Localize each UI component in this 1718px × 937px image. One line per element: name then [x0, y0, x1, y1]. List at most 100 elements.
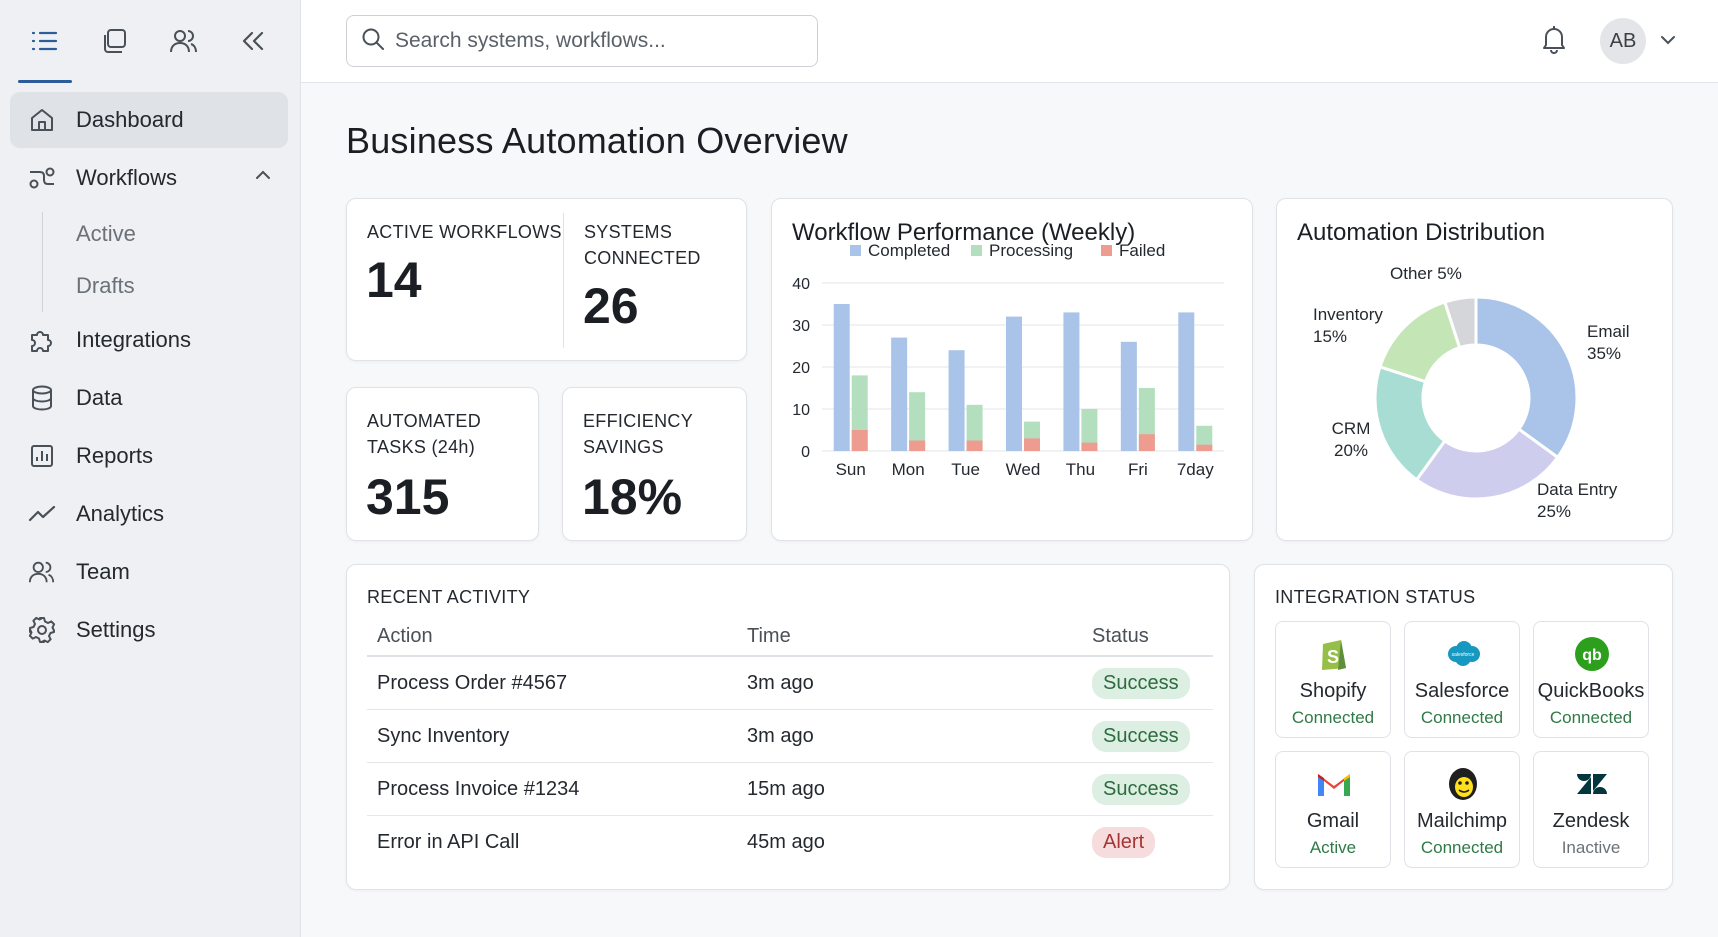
sidebar-subitem-active[interactable]: Active — [76, 221, 136, 246]
integration-tile-quickbooks[interactable]: qb QuickBooks Connected — [1533, 621, 1649, 738]
integration-status: Active — [1309, 838, 1357, 857]
sidebar-item-dashboard[interactable]: Dashboard — [10, 92, 288, 148]
kpi-value-systems-connected: 26 — [583, 278, 639, 334]
users-icon[interactable] — [167, 24, 201, 58]
integration-status: Connected — [1420, 708, 1504, 727]
kpi-label-line: SAVINGS — [583, 437, 664, 457]
activity-table: Action Time Status Process Order #4567 3… — [367, 617, 1213, 869]
kpi-label-line: AUTOMATED — [367, 411, 482, 431]
sidebar-item-workflows[interactable]: Workflows — [10, 150, 288, 206]
kpi-card-efficiency-savings: EFFICIENCY SAVINGS 18% — [562, 387, 747, 541]
kpi-label-line: EFFICIENCY — [583, 411, 694, 431]
legend-item: Failed — [1101, 241, 1165, 260]
legend-label: Processing — [989, 241, 1073, 260]
copy-icon[interactable] — [97, 24, 131, 58]
x-tick-label: 7day — [1177, 460, 1214, 479]
integration-name: Zendesk — [1552, 810, 1630, 832]
integration-status: Connected — [1420, 838, 1504, 857]
table-row[interactable]: Sync Inventory 3m ago Success — [367, 710, 1213, 763]
sidebar-item-label: Workflows — [76, 165, 178, 190]
row-time: 15m ago — [747, 777, 825, 800]
donut-slice — [1373, 364, 1447, 482]
donut-slice — [1442, 295, 1478, 350]
kpi-card-automated-tasks: AUTOMATED TASKS (24h) 315 — [346, 387, 539, 541]
sidebar-item-data[interactable]: Data — [10, 370, 288, 426]
integration-tile-mailchimp[interactable]: Mailchimp Connected — [1404, 751, 1520, 868]
row-action: Process Invoice #1234 — [377, 777, 580, 800]
bar-processing — [1081, 409, 1098, 451]
gear-icon — [28, 616, 56, 644]
kpi-label: AUTOMATED TASKS (24h) — [367, 408, 481, 460]
chart-title: Automation Distribution — [1297, 219, 1546, 246]
sidebar-item-label: Analytics — [76, 501, 165, 526]
integration-tile-gmail[interactable]: Gmail Active — [1275, 751, 1391, 868]
sidebar-item-integrations[interactable]: Integrations — [10, 312, 288, 368]
integration-name: Salesforce — [1414, 680, 1510, 702]
integration-status-card: INTEGRATION STATUS S Shopify Connected s… — [1254, 564, 1673, 890]
table-row[interactable]: Error in API Call 45m ago Alert — [367, 816, 1213, 869]
quickbooks-icon: qb — [1575, 637, 1609, 671]
slice-percent-label: 25% — [1537, 502, 1571, 521]
slice-label: Other 5% — [1390, 264, 1462, 283]
integration-tile-salesforce[interactable]: salesforce Salesforce Connected — [1404, 621, 1520, 738]
search-input[interactable] — [395, 29, 795, 53]
slice-percent-label: 35% — [1587, 344, 1621, 363]
sidebar-item-reports[interactable]: Reports — [10, 428, 288, 484]
search-icon — [361, 27, 385, 56]
sidebar-item-team[interactable]: Team — [10, 544, 288, 600]
integration-tile-zendesk[interactable]: Zendesk Inactive — [1533, 751, 1649, 868]
report-icon — [28, 442, 56, 470]
legend-label: Failed — [1119, 241, 1165, 260]
bar-failed — [966, 440, 983, 451]
section-title: RECENT ACTIVITY — [367, 587, 531, 607]
integration-tile-shopify[interactable]: S Shopify Connected — [1275, 621, 1391, 738]
slice-percent-label: 20% — [1334, 441, 1368, 460]
kpi-label-line: TASKS (24h) — [367, 437, 476, 457]
sidebar: Dashboard Workflows Active Drafts Integr… — [0, 0, 301, 937]
sidebar-item-label: Integrations — [76, 327, 191, 352]
table-row[interactable]: Process Invoice #1234 15m ago Success — [367, 763, 1213, 816]
bar-failed — [909, 440, 926, 451]
active-tab-indicator — [18, 80, 72, 83]
zendesk-icon — [1577, 774, 1607, 794]
bar-failed — [1138, 434, 1155, 451]
gmail-icon — [1318, 774, 1350, 796]
chevron-up-icon[interactable] — [254, 168, 272, 186]
table-row[interactable]: Process Order #4567 3m ago Success — [367, 657, 1213, 710]
y-tick-label: 10 — [792, 402, 810, 419]
column-header-action[interactable]: Action — [377, 624, 433, 647]
column-header-status[interactable]: Status — [1092, 624, 1149, 647]
kpi-label: ACTIVE WORKFLOWS — [367, 222, 562, 242]
legend-swatch — [971, 245, 982, 256]
chevron-down-icon[interactable] — [1659, 33, 1677, 51]
kpi-label-line: CONNECTED — [584, 248, 701, 268]
kpi-divider — [563, 213, 564, 348]
integration-status: Connected — [1549, 708, 1633, 727]
sidebar-subitem-drafts[interactable]: Drafts — [76, 273, 135, 298]
x-tick-label: Thu — [1066, 460, 1095, 479]
workflow-performance-card: Workflow Performance (Weekly) Completed P… — [771, 198, 1253, 541]
kpi-label: EFFICIENCY SAVINGS — [583, 408, 693, 460]
avatar[interactable]: AB — [1600, 18, 1646, 64]
y-tick-label: 40 — [792, 276, 810, 293]
home-icon — [28, 106, 56, 134]
submenu-divider — [42, 212, 43, 312]
row-time: 3m ago — [747, 671, 814, 694]
bar-completed — [833, 304, 850, 451]
notification-bell-icon[interactable] — [1541, 24, 1567, 59]
search-box[interactable] — [346, 15, 818, 67]
sidebar-item-settings[interactable]: Settings — [10, 602, 288, 658]
sidebar-item-analytics[interactable]: Analytics — [10, 486, 288, 542]
collapse-sidebar-icon[interactable] — [236, 24, 270, 58]
table-header: Action Time Status — [367, 617, 1213, 657]
column-header-time[interactable]: Time — [747, 624, 791, 647]
database-icon — [28, 384, 56, 412]
recent-activity-card: RECENT ACTIVITY Action Time Status Proce… — [346, 564, 1230, 890]
x-tick-label: Mon — [892, 460, 925, 479]
sidebar-nav: Dashboard Workflows Active Drafts Integr… — [10, 92, 288, 660]
status-badge: Success — [1092, 667, 1190, 699]
list-view-icon[interactable] — [27, 24, 61, 58]
legend-item: Completed — [850, 241, 950, 260]
x-tick-label: Wed — [1006, 460, 1041, 479]
y-tick-label: 0 — [801, 444, 810, 461]
